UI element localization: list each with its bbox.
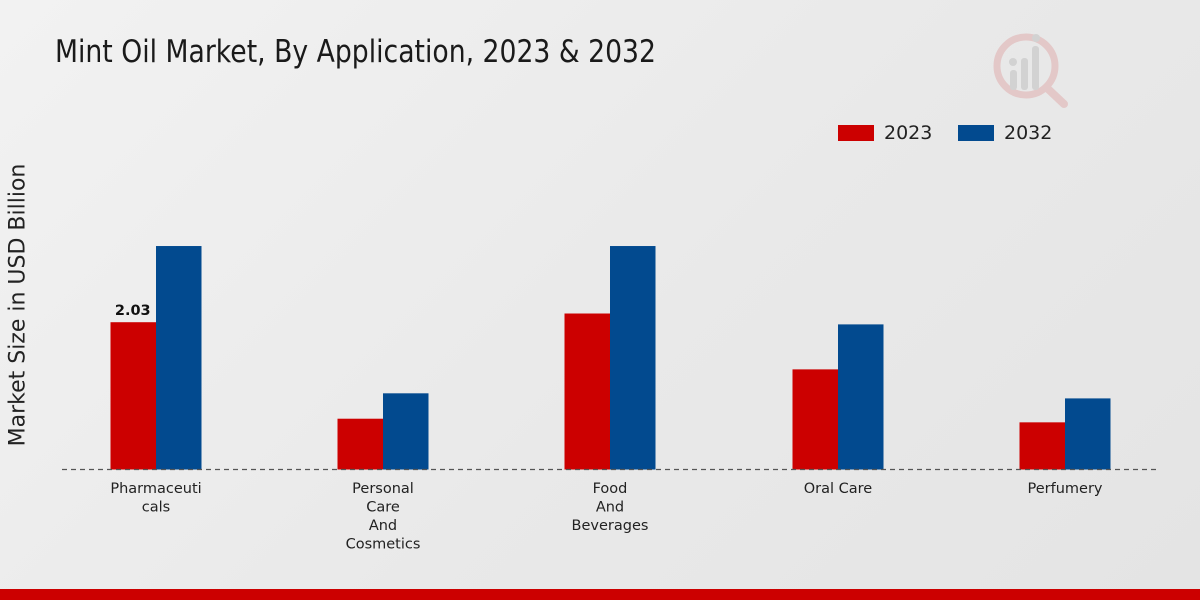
x-tick-label-2: Food And Beverages — [572, 481, 649, 534]
bar-2023-0 — [110, 322, 156, 470]
legend-item-2023: 2023 — [838, 122, 932, 144]
legend-label-2032: 2032 — [1004, 122, 1053, 144]
x-tick-label-3: Oral Care — [804, 481, 873, 497]
data-label-0: 2.03 — [115, 303, 151, 319]
x-tick-label-4: Perfumery — [1028, 481, 1103, 497]
legend-swatch-2032 — [958, 125, 994, 141]
bar-2023-2 — [564, 313, 610, 470]
bar-2032-3 — [838, 324, 884, 470]
x-tick-label-1: Personal Care And Cosmetics — [346, 481, 421, 553]
bar-chart-logo-icon — [990, 28, 1072, 110]
legend-item-2032: 2032 — [958, 122, 1052, 144]
bar-2023-1 — [337, 418, 383, 470]
bar-2032-4 — [1065, 398, 1111, 470]
bar-2032-0 — [156, 246, 202, 470]
bar-2023-3 — [792, 369, 838, 470]
bar-2023-4 — [1019, 422, 1065, 470]
legend-swatch-2023 — [838, 125, 874, 141]
bar-2032-1 — [383, 393, 429, 470]
footer-bar — [0, 589, 1200, 600]
chart-title: Mint Oil Market, By Application, 2023 & … — [55, 34, 656, 70]
bar-2032-2 — [610, 246, 656, 470]
legend-label-2023: 2023 — [884, 122, 933, 144]
x-tick-label-0: Pharmaceuti cals — [110, 481, 201, 516]
